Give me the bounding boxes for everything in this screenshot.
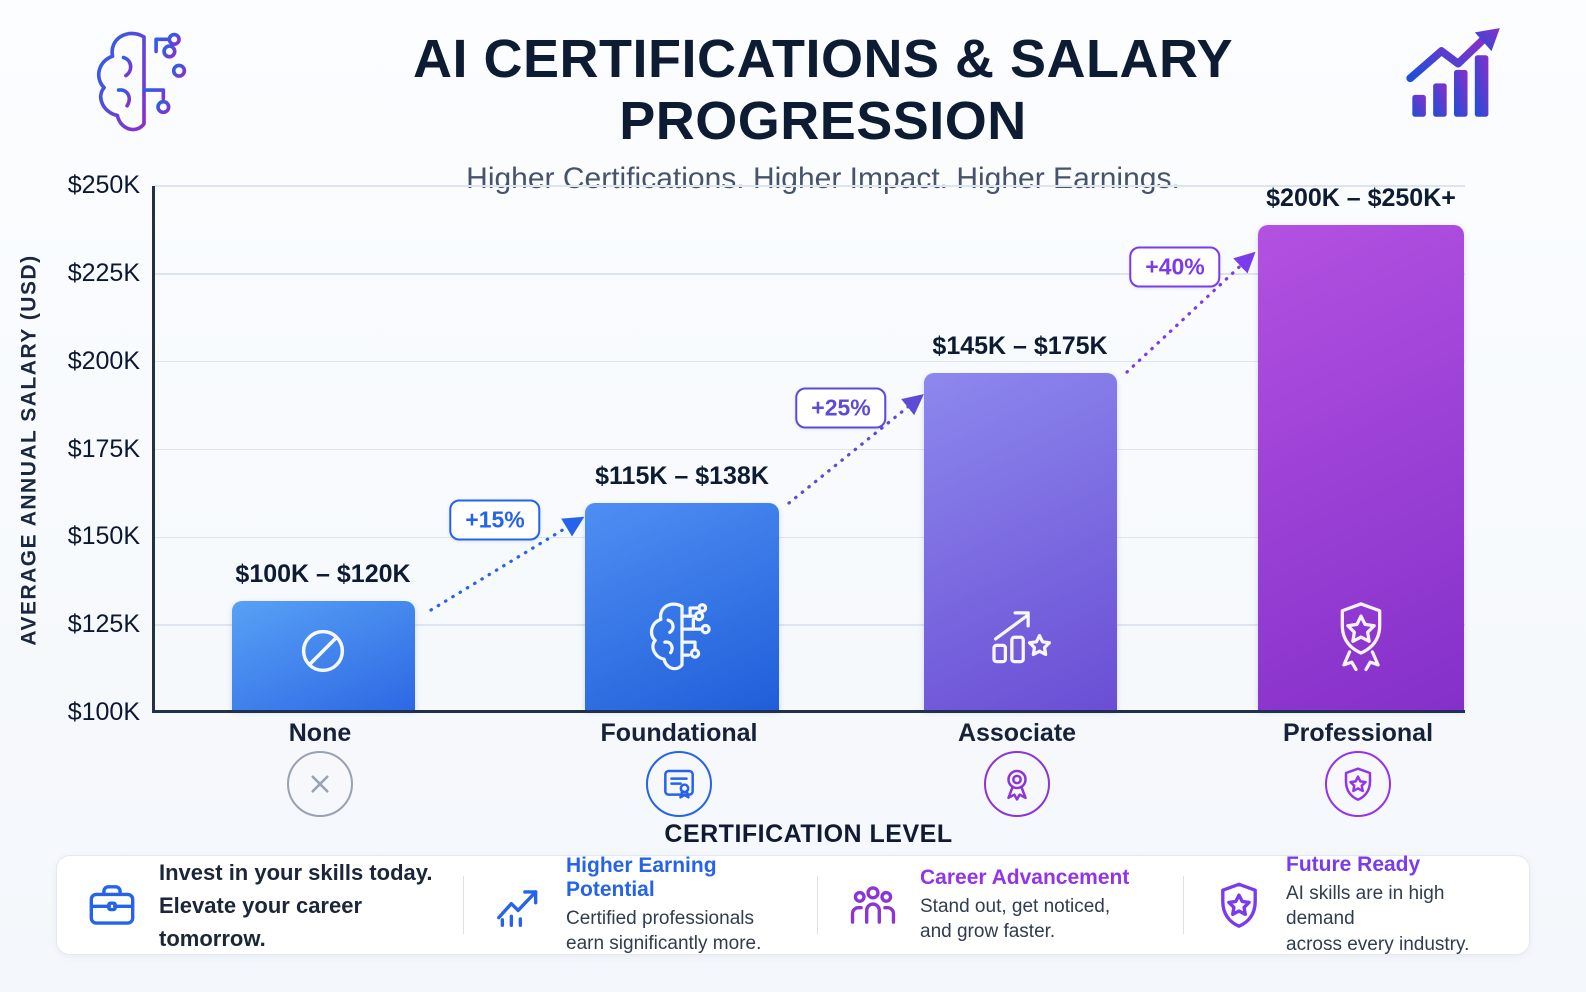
increase-badge: +40%	[1129, 246, 1221, 288]
footer-divider	[1183, 876, 1184, 934]
category-label-professional: Professional	[1282, 719, 1434, 747]
footer-item-line: Elevate your career tomorrow.	[159, 892, 363, 951]
gridline	[155, 624, 1465, 626]
footer-item-line: AI skills are in high demand	[1286, 883, 1445, 930]
footer-item-line: Stand out, get noticed,	[920, 895, 1111, 917]
people-group-icon	[846, 878, 900, 932]
footer-item-title: Higher Earning Potential	[566, 853, 717, 901]
footer-item-line: earn significantly more.	[566, 933, 762, 954]
page-title: AI CERTIFICATIONS & SALARY PROGRESSION	[413, 29, 1233, 151]
footer-divider	[817, 876, 818, 934]
salary-range-label: $100K – $120K	[235, 560, 411, 589]
x-axis-title: CERTIFICATION LEVEL	[664, 820, 953, 848]
bar-none	[231, 601, 415, 710]
footer-item-title: Future Ready	[1286, 853, 1421, 877]
ai-brain-logo-icon	[86, 20, 202, 141]
footer-item-higher-earning-potential: Higher Earning Potential Certified profes…	[464, 854, 817, 956]
category-label-none: None	[288, 719, 352, 747]
y-tick-label: $150K	[67, 522, 140, 551]
briefcase-icon	[85, 878, 139, 932]
y-tick-label: $200K	[67, 346, 140, 375]
footer-item-title: Career Advancement	[920, 865, 1130, 889]
footer-item-future-ready: Future Ready AI skills are in high demand…	[1184, 853, 1529, 956]
increase-badge: +15%	[449, 499, 541, 541]
y-tick-label: $225K	[67, 258, 140, 287]
y-tick-label: $100K	[67, 698, 140, 726]
award-ribbon-icon	[984, 751, 1050, 817]
header: AI CERTIFICATIONS & SALARY PROGRESSION H…	[240, 28, 1406, 196]
shield-badge-icon	[1322, 595, 1400, 678]
increase-badge: +25%	[795, 387, 887, 429]
y-tick-label: $175K	[67, 434, 140, 463]
bar-foundational	[585, 502, 779, 710]
salary-bar-chart: $100K – $120K $115K – $138K $145K – $175K $…	[152, 184, 1465, 713]
footer-bar: Invest in your skills today. Elevate your…	[56, 853, 1530, 956]
category-label-foundational: Foundational	[600, 719, 758, 747]
shield-star-icon	[1212, 878, 1266, 932]
footer-item-tagline: Invest in your skills today. Elevate your…	[57, 856, 463, 955]
gridline	[155, 360, 1465, 363]
y-tick-label: $250K	[67, 171, 140, 199]
growth-chart-logo-icon	[1404, 24, 1504, 129]
y-tick-label: $125K	[67, 610, 140, 639]
footer-item-line: and grow faster.	[920, 921, 1056, 942]
footer-text: Career Advancement Stand out, get noticed…	[920, 866, 1129, 944]
footer-item-line: Certified professionals	[566, 907, 754, 929]
brain-circuit-icon	[643, 595, 721, 678]
bar-professional	[1258, 225, 1464, 710]
no-symbol-icon	[295, 623, 351, 684]
footer-text: Higher Earning Potential Certified profes…	[566, 854, 789, 956]
category-label-associate: Associate	[957, 719, 1077, 747]
footer-text: Future Ready AI skills are in high demand…	[1286, 853, 1501, 956]
bar-associate	[923, 372, 1117, 710]
shield-star-icon	[1325, 751, 1391, 817]
salary-range-label: $145K – $175K	[932, 331, 1108, 360]
footer-item-career-advancement: Career Advancement Stand out, get noticed…	[818, 866, 1183, 944]
footer-text: Invest in your skills today. Elevate your…	[159, 856, 435, 955]
gridline	[155, 185, 1465, 187]
gridline	[155, 273, 1465, 275]
x-circle-icon	[287, 751, 353, 817]
page-subtitle: Higher Certifications. Higher Impact. Hi…	[466, 162, 1180, 195]
footer-item-line: across every industry.	[1286, 933, 1470, 955]
salary-range-label: $115K – $138K	[595, 461, 769, 490]
footer-divider	[463, 876, 464, 934]
salary-range-label: $200K – $250K+	[1266, 184, 1456, 213]
footer-item-line: Invest in your skills today.	[159, 859, 433, 885]
certificate-icon	[646, 751, 712, 817]
chart-star-icon	[981, 595, 1059, 678]
trend-up-icon	[492, 878, 546, 932]
gridline	[155, 536, 1465, 539]
